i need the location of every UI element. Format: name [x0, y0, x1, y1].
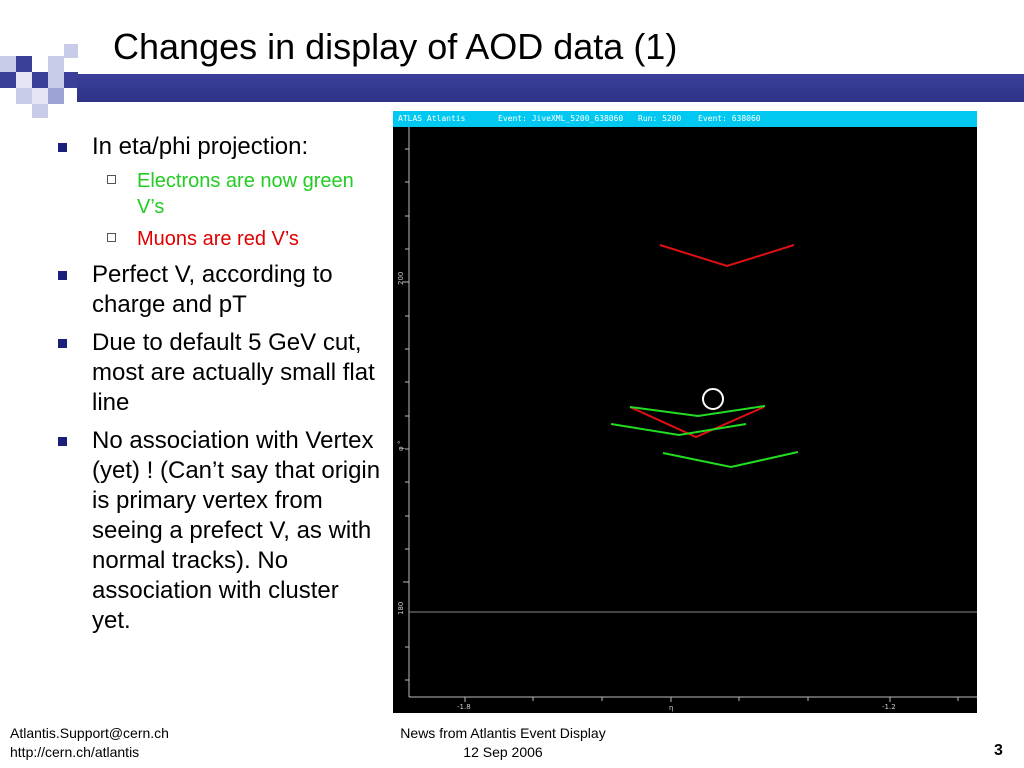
- muon-track-v: [629, 406, 765, 439]
- logo-square-7: [32, 72, 48, 88]
- hollow-square-bullet-icon: [107, 233, 116, 242]
- square-bullet-icon: [58, 437, 67, 446]
- square-bullet-icon: [58, 339, 67, 348]
- bullet-list: In eta/phi projection: Electrons are now…: [52, 132, 384, 644]
- logo-square-12: [48, 88, 64, 104]
- y-axis-label: φ °: [397, 441, 405, 451]
- y-axis-ticks: [403, 148, 409, 681]
- y-tick-label-180: 180: [397, 602, 405, 615]
- sub-bullet-text: Electrons are now green V’s: [137, 170, 354, 218]
- logo-square-4: [64, 44, 78, 58]
- bullet-text: In eta/phi projection:: [92, 133, 309, 160]
- title-underline-bar: [77, 74, 1024, 102]
- square-bullet-icon: [58, 271, 67, 280]
- atlantis-app-name: ATLAS Atlantis: [398, 114, 466, 123]
- electron-track-v: [629, 405, 766, 418]
- bullet-text: Due to default 5 GeV cut, most are actua…: [92, 329, 375, 416]
- footer-presentation-title: News from Atlantis Event Display: [400, 725, 606, 741]
- logo-square-13: [32, 104, 48, 118]
- logo-square-8: [48, 72, 64, 88]
- sub-bullet-item: Electrons are now green V’s: [52, 168, 384, 220]
- slide-title: Changes in display of AOD data (1): [113, 26, 678, 67]
- x-tick-label-right: -1.2: [882, 703, 896, 711]
- bullet-item: In eta/phi projection:: [52, 132, 384, 162]
- hollow-square-bullet-icon: [107, 175, 116, 184]
- bullet-text: Perfect V, according to charge and pT: [92, 261, 333, 318]
- atlantis-event-number: Event: 638060: [698, 114, 761, 123]
- footer-email: Atlantis.Support@cern.ch: [10, 725, 169, 741]
- footer-contact: Atlantis.Support@cern.ch http://cern.ch/…: [10, 724, 169, 762]
- footer-date: 12 Sep 2006: [463, 744, 543, 760]
- logo-square-5: [0, 72, 16, 88]
- bullet-item: No association with Vertex (yet) ! (Can’…: [52, 426, 384, 636]
- logo-square-10: [16, 88, 32, 104]
- bullet-item: Perfect V, according to charge and pT: [52, 260, 384, 320]
- logo-square-1: [0, 56, 16, 72]
- muon-track-v: [659, 244, 795, 268]
- atlantis-event-file: Event: JiveXML_5200_638060: [498, 114, 624, 123]
- footer-url: http://cern.ch/atlantis: [10, 744, 140, 760]
- atlantis-title-bar: ATLAS Atlantis Event: JiveXML_5200_63806…: [393, 111, 977, 127]
- sub-bullet-text: Muons are red V’s: [137, 228, 299, 250]
- bullet-text: No association with Vertex (yet) ! (Can’…: [92, 427, 381, 634]
- x-tick-label-left: -1.8: [457, 703, 471, 711]
- electron-track-v: [610, 423, 747, 437]
- footer-center: News from Atlantis Event Display 12 Sep …: [378, 724, 628, 762]
- atlantis-run: Run: 5200: [638, 114, 682, 123]
- atlantis-event-display: ATLAS Atlantis Event: JiveXML_5200_63806…: [393, 111, 977, 713]
- vertex-marker: [702, 388, 724, 410]
- square-bullet-icon: [58, 143, 67, 152]
- bullet-item: Due to default 5 GeV cut, most are actua…: [52, 328, 384, 418]
- x-axis-label: η: [669, 704, 673, 712]
- page-number: 3: [994, 742, 1003, 759]
- logo-square-3: [48, 56, 64, 72]
- eta-phi-projection: 200 180 φ ° -1.8 -1.2 η: [393, 127, 977, 713]
- x-axis-ticks: [464, 697, 959, 702]
- electron-track-v: [662, 451, 799, 469]
- logo-square-2: [16, 56, 32, 72]
- logo-square-9: [64, 72, 78, 88]
- logo-square-11: [32, 88, 48, 104]
- sub-bullet-item: Muons are red V’s: [52, 226, 384, 252]
- logo-square-6: [16, 72, 32, 88]
- y-tick-label-200: 200: [397, 272, 405, 285]
